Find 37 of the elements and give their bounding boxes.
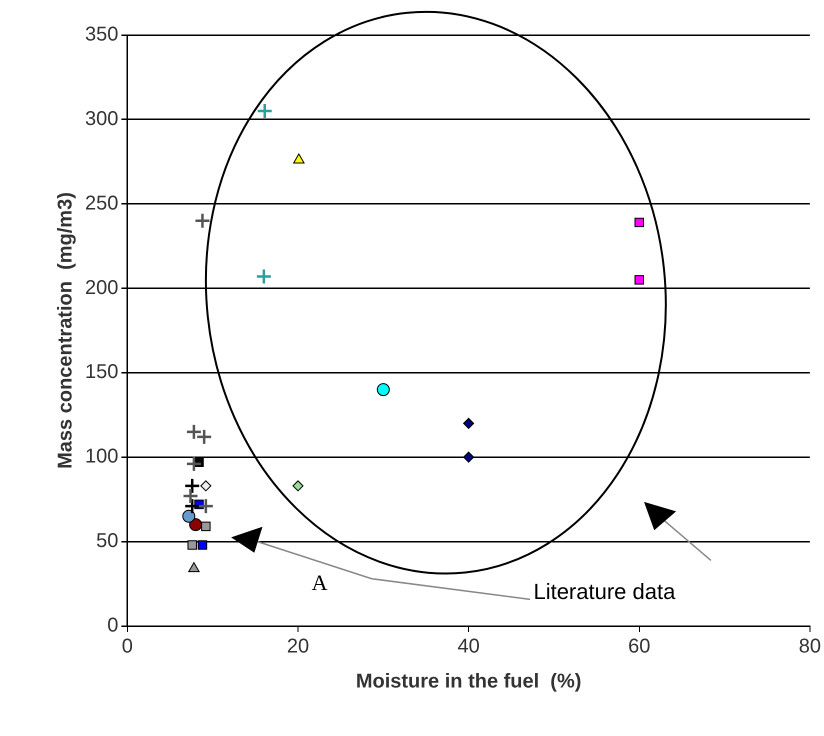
annotation: Literature data [533,578,676,605]
point [292,480,304,492]
x-tick-label: 80 [798,636,821,658]
point [188,562,200,572]
y-tick-label: 250 [84,192,118,214]
point [463,418,474,429]
point [182,510,196,523]
x-tick-label: 0 [122,636,133,658]
x-tick-label: 60 [628,636,650,658]
y-axis-title: Mass concentration (mg/m3) [54,192,77,469]
y-tick-label: 350 [84,24,118,46]
point [187,540,197,550]
point [256,102,273,120]
x-tick-label: 20 [286,636,310,658]
point [184,478,200,494]
point [201,522,211,532]
point [256,268,272,285]
y-tick-label: 100 [84,446,118,468]
x-tick-label: 40 [458,636,480,658]
x-axis-title: Moisture in the fuel (%) [356,670,582,693]
point [634,275,644,285]
point [186,456,202,472]
point [198,498,214,514]
y-tick-label: 0 [107,614,118,637]
point [198,540,208,550]
y-tick-label: 300 [84,108,118,130]
point [376,383,390,396]
point [182,488,199,504]
point [194,212,211,229]
point [200,480,212,492]
y-tick-label: 200 [84,276,118,299]
y-tick-label: 50 [96,530,118,552]
point [463,452,474,463]
annotation: A [312,570,328,596]
y-tick-label: 150 [84,361,118,384]
point [184,498,200,514]
point [634,218,644,228]
